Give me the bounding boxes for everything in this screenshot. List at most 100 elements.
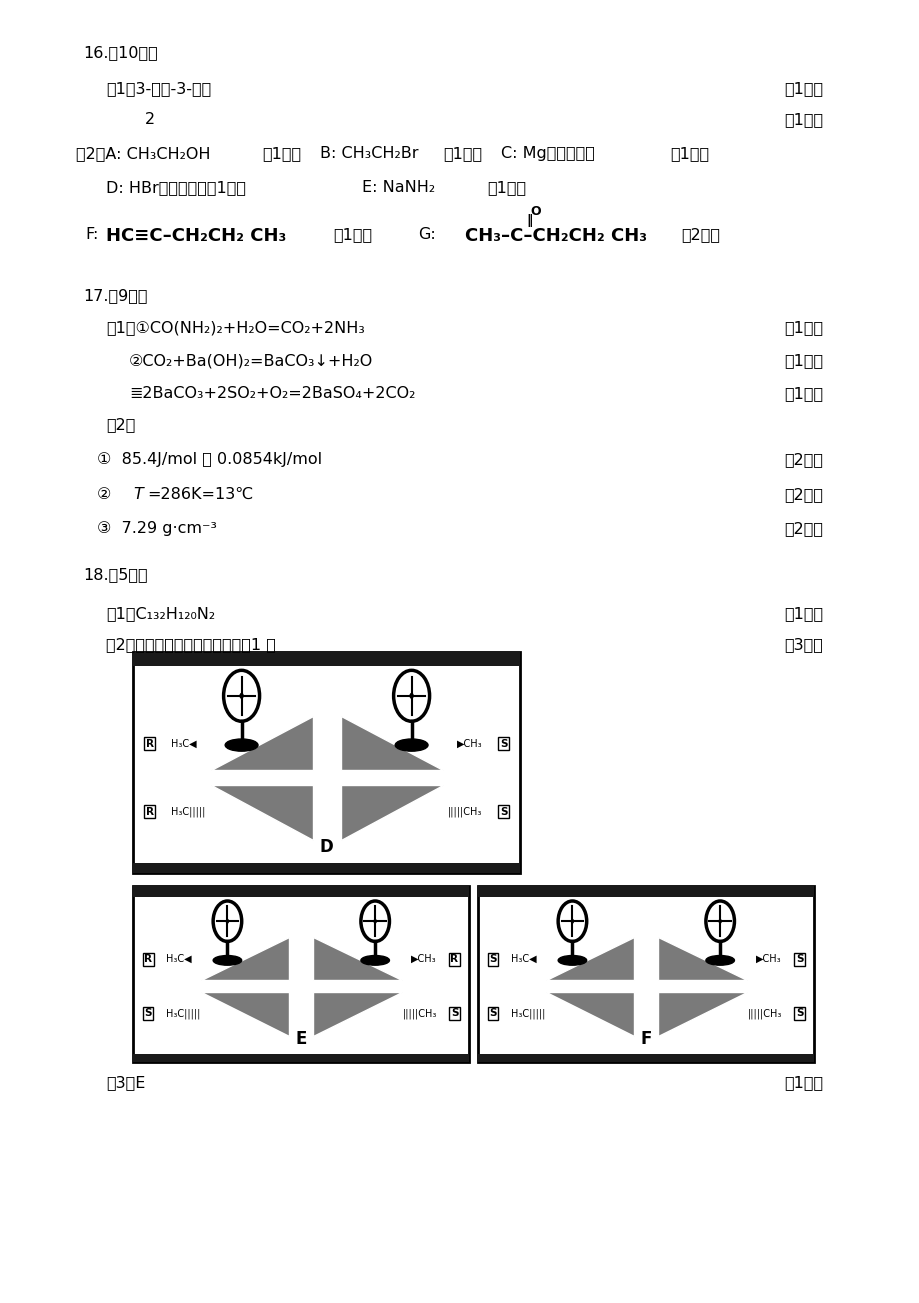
- Polygon shape: [313, 992, 402, 1036]
- Text: S: S: [144, 1009, 152, 1019]
- Text: S: S: [499, 807, 507, 817]
- Polygon shape: [545, 992, 633, 1036]
- Text: （1分）: （1分）: [783, 386, 823, 401]
- Text: HC≡C–CH₂CH₂ CH₃: HC≡C–CH₂CH₂ CH₃: [106, 227, 286, 245]
- Text: ③  7.29 g·cm⁻³: ③ 7.29 g·cm⁻³: [96, 521, 216, 537]
- Text: （1分）: （1分）: [783, 353, 823, 369]
- Text: 2: 2: [145, 112, 155, 128]
- Text: E: E: [295, 1031, 307, 1048]
- Text: （1分）: （1分）: [783, 606, 823, 622]
- Text: R: R: [450, 954, 458, 964]
- Text: ▶CH₃: ▶CH₃: [411, 954, 437, 964]
- Text: S: S: [499, 739, 507, 749]
- Circle shape: [718, 919, 721, 924]
- Text: （1分）: （1分）: [262, 146, 301, 162]
- Text: D: HBr，过氧化物（1分）: D: HBr，过氧化物（1分）: [106, 180, 245, 195]
- Ellipse shape: [558, 955, 586, 966]
- Text: R: R: [144, 954, 152, 964]
- Text: （2分）: （2分）: [680, 227, 719, 242]
- Text: （1）①CO(NH₂)₂+H₂O=CO₂+2NH₃: （1）①CO(NH₂)₂+H₂O=CO₂+2NH₃: [106, 321, 364, 336]
- Text: G:: G:: [418, 227, 436, 242]
- Text: （1分）: （1分）: [443, 146, 482, 162]
- Text: （1分）: （1分）: [669, 146, 709, 162]
- Text: ▶CH₃: ▶CH₃: [456, 739, 482, 749]
- Text: ②CO₂+Ba(OH)₂=BaCO₃↓+H₂O: ②CO₂+Ba(OH)₂=BaCO₃↓+H₂O: [129, 353, 372, 369]
- Ellipse shape: [360, 955, 389, 966]
- Polygon shape: [210, 715, 312, 770]
- Ellipse shape: [225, 739, 257, 752]
- Circle shape: [409, 693, 414, 698]
- Polygon shape: [200, 937, 289, 980]
- Text: H₃C|||||: H₃C|||||: [171, 807, 205, 817]
- Text: （3分）: （3分）: [784, 637, 823, 653]
- Text: |||||CH₃: |||||CH₃: [402, 1009, 437, 1019]
- Bar: [133, 652, 519, 666]
- Bar: [133, 652, 519, 873]
- Text: （1分）: （1分）: [783, 1075, 823, 1091]
- Text: （2分）: （2分）: [784, 521, 823, 537]
- Text: E: NaNH₂: E: NaNH₂: [361, 180, 434, 195]
- Polygon shape: [658, 992, 746, 1036]
- Polygon shape: [658, 937, 746, 980]
- Bar: [133, 886, 469, 1062]
- Text: H₃C|||||: H₃C|||||: [510, 1009, 545, 1019]
- Text: （1）3-甲基-3-己醇: （1）3-甲基-3-己醇: [106, 81, 210, 96]
- Text: H₃C|||||: H₃C|||||: [165, 1009, 200, 1019]
- Polygon shape: [545, 937, 633, 980]
- Text: H₃C◀: H₃C◀: [165, 954, 191, 964]
- Text: ‖: ‖: [526, 214, 532, 227]
- Text: H₃C◀: H₃C◀: [171, 739, 197, 749]
- Text: S: S: [795, 954, 802, 964]
- Circle shape: [570, 919, 573, 924]
- Text: H₃C◀: H₃C◀: [510, 954, 536, 964]
- Text: （2）每辆小车四个轮子均正确得1 分: （2）每辆小车四个轮子均正确得1 分: [106, 637, 276, 653]
- Bar: [478, 1054, 813, 1062]
- Text: S: S: [450, 1009, 458, 1019]
- Text: O: O: [530, 205, 541, 218]
- Text: D: D: [320, 838, 333, 856]
- Text: S: S: [489, 954, 496, 964]
- Text: ①  85.4J/mol 或 0.0854kJ/mol: ① 85.4J/mol 或 0.0854kJ/mol: [96, 452, 322, 468]
- Text: CH₃–C–CH₂CH₂ CH₃: CH₃–C–CH₂CH₂ CH₃: [464, 227, 646, 245]
- Bar: [133, 886, 469, 898]
- Bar: [478, 886, 813, 1062]
- Text: （2）A: CH₃CH₂OH: （2）A: CH₃CH₂OH: [76, 146, 210, 162]
- Circle shape: [373, 919, 377, 924]
- Text: ②: ②: [96, 487, 121, 503]
- Text: （3）E: （3）E: [106, 1075, 145, 1091]
- Text: B: CH₃CH₂Br: B: CH₃CH₂Br: [320, 146, 418, 162]
- Text: F:: F:: [85, 227, 99, 242]
- Polygon shape: [313, 937, 402, 980]
- Text: T: T: [133, 487, 143, 503]
- Polygon shape: [340, 715, 442, 770]
- Text: 16.（10分）: 16.（10分）: [83, 46, 157, 61]
- Text: 18.（5分）: 18.（5分）: [83, 567, 147, 582]
- Ellipse shape: [213, 955, 242, 966]
- Text: （1分）: （1分）: [783, 112, 823, 128]
- Text: S: S: [795, 1009, 802, 1019]
- Polygon shape: [340, 786, 442, 840]
- Polygon shape: [210, 786, 312, 840]
- Text: 17.（9分）: 17.（9分）: [83, 288, 147, 304]
- Text: （1分）: （1分）: [783, 321, 823, 336]
- Ellipse shape: [705, 955, 733, 966]
- Bar: [478, 886, 813, 898]
- Text: ▶CH₃: ▶CH₃: [755, 954, 781, 964]
- Text: （2）: （2）: [106, 417, 135, 433]
- Text: ≣2BaCO₃+2SO₂+O₂=2BaSO₄+2CO₂: ≣2BaCO₃+2SO₂+O₂=2BaSO₄+2CO₂: [129, 386, 414, 401]
- Ellipse shape: [395, 739, 427, 752]
- Text: R: R: [145, 739, 153, 749]
- Text: （2分）: （2分）: [784, 452, 823, 468]
- Text: C: Mg，无水乙醚: C: Mg，无水乙醚: [501, 146, 595, 162]
- Bar: [133, 1054, 469, 1062]
- Text: |||||CH₃: |||||CH₃: [746, 1009, 781, 1019]
- Polygon shape: [200, 992, 289, 1036]
- Text: S: S: [489, 1009, 496, 1019]
- Circle shape: [225, 919, 229, 924]
- Bar: [133, 863, 519, 873]
- Text: F: F: [640, 1031, 652, 1048]
- Circle shape: [239, 693, 244, 698]
- Text: R: R: [145, 807, 153, 817]
- Text: =286K=13℃: =286K=13℃: [147, 487, 253, 503]
- Text: |||||CH₃: |||||CH₃: [448, 807, 482, 817]
